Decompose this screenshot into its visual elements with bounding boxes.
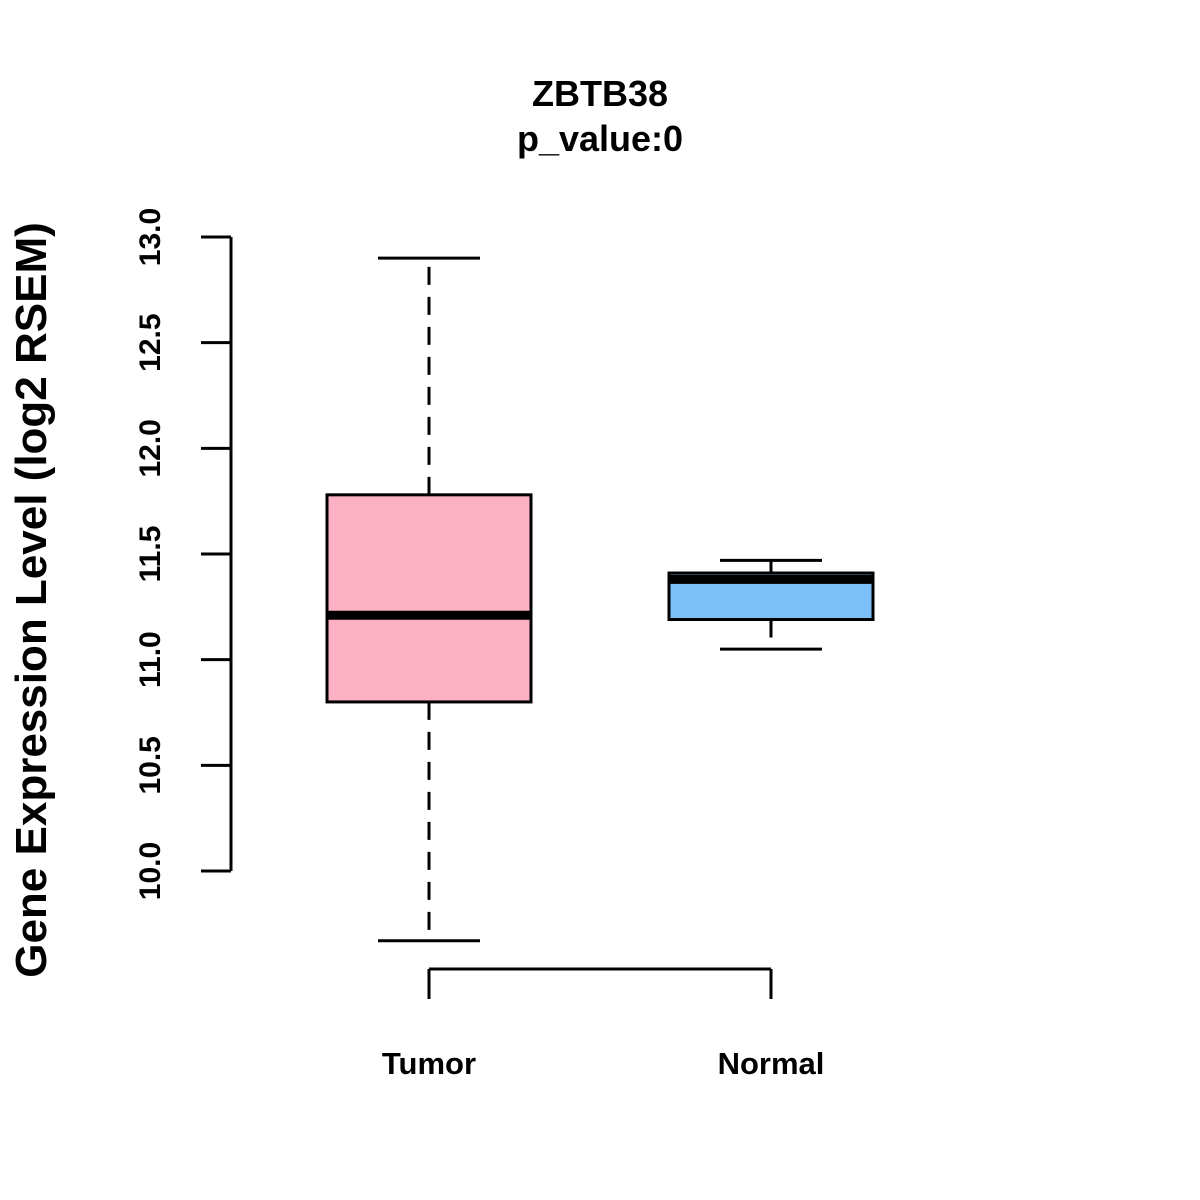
- y-tick-label-4: 12.0: [134, 419, 167, 477]
- y-axis-label: Gene Expression Level (log2 RSEM): [7, 222, 56, 978]
- chart-title: ZBTB38: [532, 73, 668, 114]
- y-tick-label-1: 10.5: [134, 736, 167, 794]
- boxes-group: [325, 256, 875, 943]
- chart-subtitle: p_value:0: [517, 118, 683, 159]
- y-tick-label-6: 13.0: [134, 208, 167, 266]
- y-tick-label-3: 11.5: [134, 526, 167, 583]
- x-tick-label-normal: Normal: [718, 1046, 825, 1081]
- y-tick-label-2: 11.0: [134, 631, 167, 688]
- box-tumor: [325, 493, 533, 704]
- y-axis: 10.0 10.5 11.0 11.5 12.0 12.5 13.0: [134, 208, 233, 900]
- y-tick-label-5: 12.5: [134, 313, 167, 371]
- x-tick-label-tumor: Tumor: [382, 1046, 476, 1081]
- x-axis: Tumor Normal: [382, 967, 825, 1081]
- y-tick-label-0: 10.0: [134, 842, 167, 900]
